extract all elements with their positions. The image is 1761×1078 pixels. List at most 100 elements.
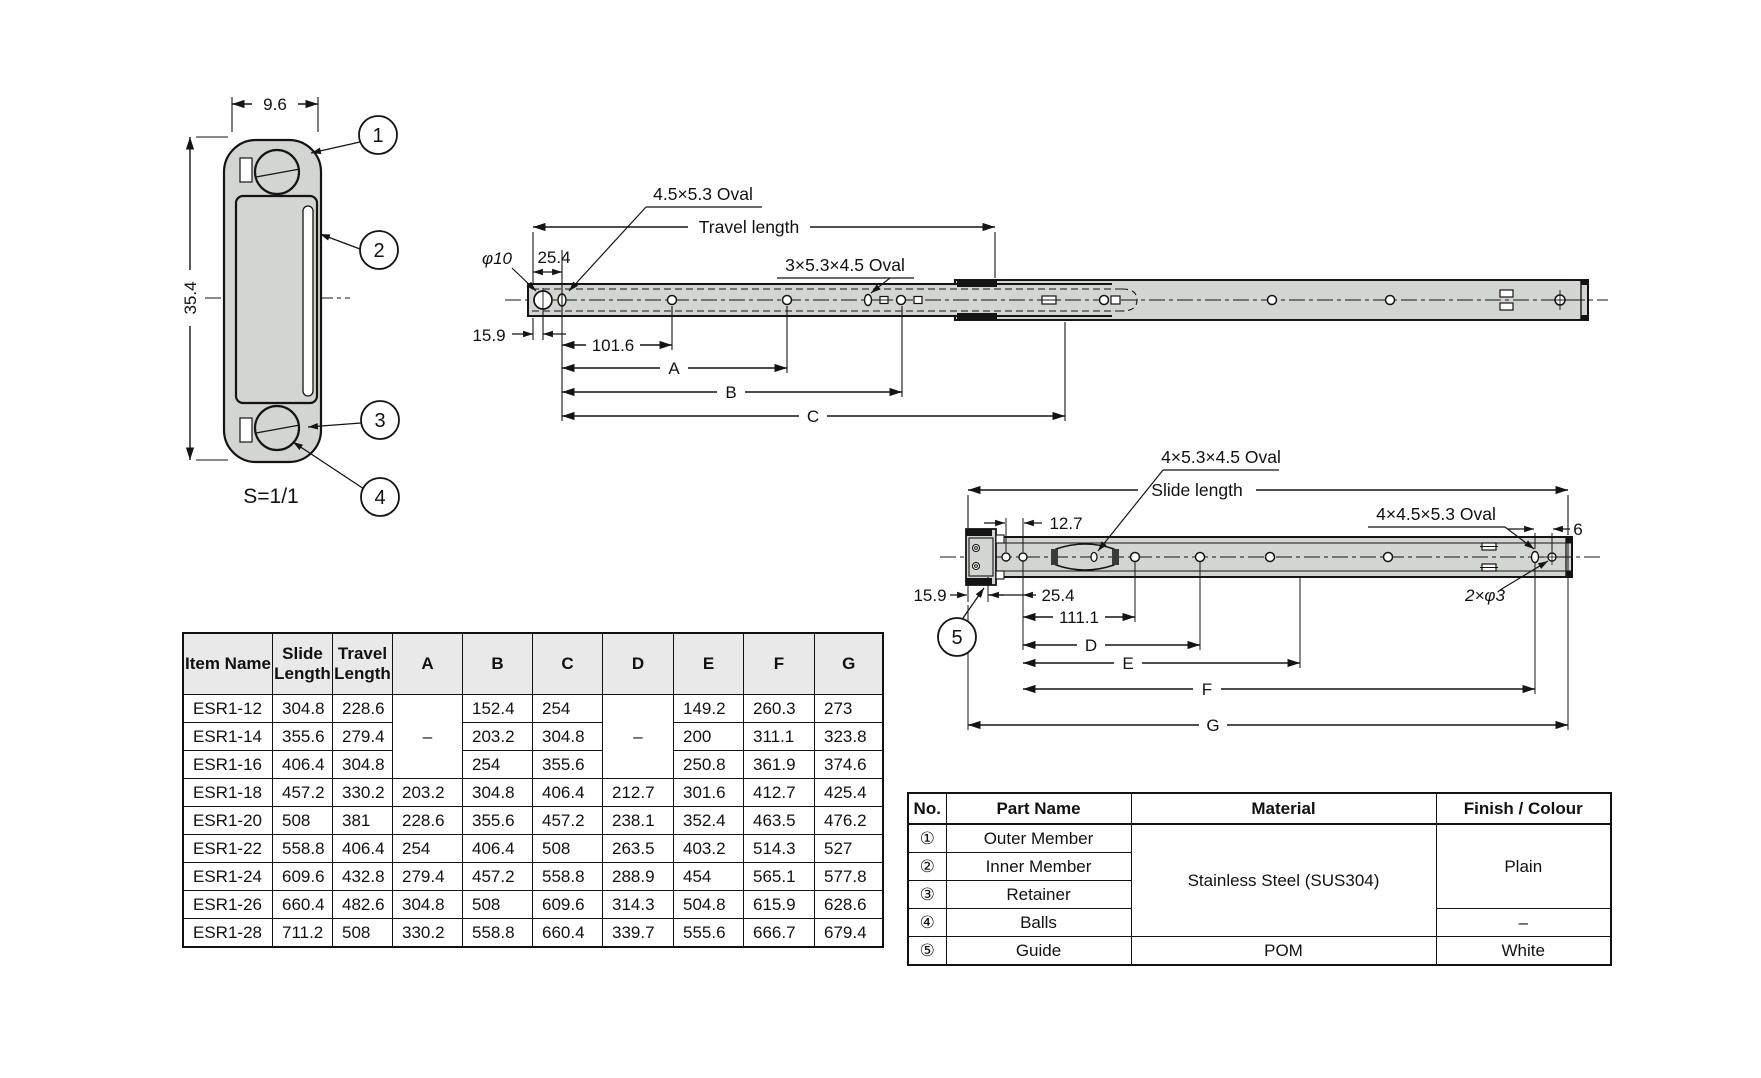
closed-slide-view: Slide length 4×5.3×4.5 Oval 4×4.5×5.3 Ov… [913, 447, 1600, 735]
col-b: B [461, 632, 533, 695]
cell: 254 [391, 834, 463, 863]
dim-d-label: D [1085, 636, 1097, 655]
cell: 504.8 [672, 890, 744, 919]
cell: 508 [331, 918, 393, 948]
extended-slide-view: Travel length 4.5×5.3 Oval 3×5.3×4.5 Ova… [472, 184, 1608, 426]
cell-item: ESR1-16 [182, 750, 273, 779]
table-row: ESR1-28 711.2 508 330.2 558.8 660.4 339.… [182, 918, 884, 948]
cell: 228.6 [391, 806, 463, 835]
col-a: A [391, 632, 463, 695]
cell: 304.8 [331, 750, 393, 779]
cell: 666.7 [742, 918, 815, 948]
callout-3-label: 3 [374, 410, 385, 432]
dim-6: 6 [1573, 520, 1582, 539]
col-travel-length: Travel Length [331, 632, 393, 695]
cell: 314.3 [601, 890, 674, 919]
cell: 577.8 [813, 862, 884, 891]
cross-section-drawing: 9.6 35.4 1 2 3 4 S=1/1 [177, 93, 400, 517]
cell-merged-d: – [601, 694, 674, 779]
size-table-container: Item Name Slide Length Travel Length A B C… [182, 632, 885, 948]
cell: 558.8 [271, 834, 333, 863]
table-row: ESR1-14 355.6 279.4 203.2 304.8 200 311.… [182, 722, 884, 751]
cell: 403.2 [672, 834, 744, 863]
oval-hole [863, 293, 873, 307]
ball-bottom [253, 404, 301, 452]
cell: 339.7 [601, 918, 674, 948]
cell: 311.1 [742, 722, 815, 751]
cell-item: ESR1-14 [182, 722, 273, 751]
cell: 660.4 [531, 918, 603, 948]
cell: 527 [813, 834, 884, 863]
col-c: C [531, 632, 603, 695]
cell-item: ESR1-22 [182, 834, 273, 863]
oval4b-hole-label: 4×4.5×5.3 Oval [1376, 504, 1496, 524]
hook-gap-top [239, 157, 253, 183]
dim-width-label: 9.6 [263, 95, 287, 114]
cell: 457.2 [531, 806, 603, 835]
mount-clip-bottom [957, 313, 997, 321]
cell: 381 [331, 806, 393, 835]
mount-hole [1129, 551, 1141, 563]
table-row: ③ Retainer [907, 880, 1611, 909]
guide-block [965, 528, 997, 586]
cell: 609.6 [271, 862, 333, 891]
cell: 304.8 [391, 890, 463, 919]
cell: 555.6 [672, 918, 744, 948]
cell: 660.4 [271, 890, 333, 919]
slide-length-label: Slide length [1151, 480, 1242, 500]
part-name: Inner Member [945, 852, 1132, 881]
table-row: ⑤ Guide POM White [907, 936, 1612, 966]
table-row: ESR1-12 304.8 228.6 – 152.4 254 – 149.2 … [182, 694, 884, 779]
part-no: ① [907, 823, 947, 853]
oval4a-hole-label: 4×5.3×4.5 Oval [1161, 447, 1281, 467]
part-finish-plain: Plain [1435, 823, 1612, 909]
dim-111-1: 111.1 [1059, 608, 1099, 627]
mount-hole [1382, 551, 1394, 563]
col-no: No. [907, 792, 947, 825]
cell-item: ESR1-18 [182, 778, 273, 807]
part-no: ⑤ [907, 936, 947, 966]
cell: 254 [461, 750, 533, 779]
slot-hole [913, 295, 923, 305]
dim-25-4: 25.4 [537, 248, 570, 267]
cell-merged-a: – [391, 694, 463, 779]
cell: 279.4 [331, 722, 393, 751]
dim-c-label: C [807, 407, 819, 426]
cell: 565.1 [742, 862, 815, 891]
part-name: Guide [945, 936, 1132, 966]
cell: 301.6 [672, 778, 744, 807]
cell: 463.5 [742, 806, 815, 835]
cell: 514.3 [742, 834, 815, 863]
cell: 482.6 [331, 890, 393, 919]
cell: 323.8 [813, 722, 884, 751]
callout-3-circle [360, 400, 400, 440]
mount-hole [1264, 551, 1276, 563]
cell: 203.2 [391, 778, 463, 807]
col-g: G [813, 632, 884, 695]
cell: 203.2 [461, 722, 533, 751]
part-name: Outer Member [945, 823, 1132, 853]
callout-4-label: 4 [374, 487, 385, 509]
callout-1-circle [358, 115, 398, 155]
part-no: ③ [907, 880, 947, 909]
cell: 406.4 [271, 750, 333, 779]
ball-top [253, 148, 301, 196]
callout-1-label: 1 [372, 125, 383, 147]
cell: 200 [672, 722, 744, 751]
cell: 679.4 [813, 918, 884, 948]
cell: 355.6 [271, 722, 333, 751]
cell: 304.8 [271, 694, 333, 723]
dim-12-7: 12.7 [1049, 514, 1082, 533]
part-no: ② [907, 852, 947, 881]
hook-gap-bottom [239, 417, 253, 443]
col-slide-length: Slide Length [271, 632, 333, 695]
callout-5-circle [937, 617, 977, 657]
size-table: Item Name Slide Length Travel Length A B C… [182, 632, 885, 948]
cell: 628.6 [813, 890, 884, 919]
oval-hole [1530, 550, 1540, 564]
cell: 212.7 [601, 778, 674, 807]
slot-hole [1499, 289, 1514, 298]
table-row: ④ Balls – [907, 908, 1612, 937]
